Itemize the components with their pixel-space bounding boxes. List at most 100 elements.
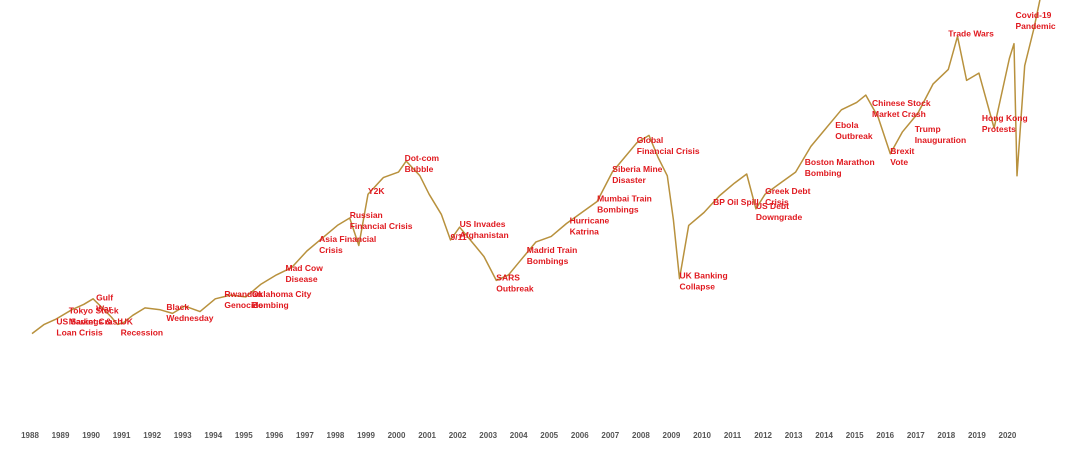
event-annotation: Boston Marathon Bombing (805, 157, 875, 178)
event-annotation-line: Mumbai Train (597, 194, 652, 204)
x-tick-label: 1995 (235, 431, 253, 440)
event-annotation-line: 9/11 (451, 232, 467, 242)
event-annotation: SARS Outbreak (496, 272, 534, 293)
event-annotation-line: Black (166, 302, 189, 312)
event-annotation-line: Boston Marathon (805, 157, 875, 167)
event-annotation: Siberia Mine Disaster (612, 164, 662, 185)
event-annotation-line: Bombings (597, 205, 639, 215)
event-annotation-line: US Invades (460, 219, 506, 229)
x-tick-label: 1988 (21, 431, 39, 440)
series-layer (31, 0, 1041, 335)
x-tick-label: 2008 (632, 431, 650, 440)
event-annotation-line: Brexit (890, 146, 914, 156)
event-annotation-line: Greek Debt (765, 186, 811, 196)
x-tick-label: 2018 (937, 431, 955, 440)
x-tick-label: 1990 (82, 431, 100, 440)
event-annotation: Covid-19 Pandemic (1016, 10, 1056, 31)
event-annotation-line: Vote (890, 157, 908, 167)
x-tick-label: 2016 (876, 431, 894, 440)
event-annotation-line: Loan Crisis (56, 327, 103, 337)
event-annotation-line: Downgrade (756, 212, 803, 222)
event-annotation-line: Crisis (765, 197, 789, 207)
event-annotation-line: Covid-19 (1016, 10, 1052, 20)
x-tick-label: 2011 (724, 431, 742, 440)
series-line-0 (31, 0, 1041, 335)
event-annotation: Rwandan Genocide (224, 289, 263, 310)
x-tick-label: 1993 (174, 431, 192, 440)
event-annotation-line: Mad Cow (286, 263, 324, 273)
event-annotation-line: Gulf (96, 293, 113, 303)
x-axis-ticks: 1988 1989 1990 1991 1992 1993 1994 1995 1996 1997… (21, 431, 1017, 440)
event-annotation-line: Disaster (612, 175, 646, 185)
event-annotation: Chinese Stock Market Crash (872, 98, 931, 119)
event-annotation-line: Outbreak (496, 283, 534, 293)
event-annotation-line: SARS (496, 272, 520, 282)
event-annotation-line: War (96, 304, 112, 314)
event-annotation: US Debt Downgrade (756, 201, 803, 222)
x-tick-label: 2004 (510, 431, 528, 440)
event-annotation: Hurricane Katrina (570, 216, 610, 237)
event-annotation: Dot-com Bubble (405, 153, 440, 174)
x-tick-label: 1992 (143, 431, 161, 440)
event-annotation-line: Siberia Mine (612, 164, 662, 174)
event-annotation-line: Dot-com (405, 153, 440, 163)
event-annotation-line: UK (121, 316, 134, 326)
event-annotation: Global Financial Crisis (637, 135, 700, 156)
event-annotation: Madrid Train Bombings (527, 245, 578, 266)
event-annotation-line: Trump (915, 124, 941, 134)
event-annotation-line: Chinese Stock (872, 98, 931, 108)
event-annotation: Hong Kong Protests (982, 113, 1028, 134)
event-annotation-line: Market Crash (872, 109, 926, 119)
event-annotation: Russian Financial Crisis (350, 210, 413, 231)
event-annotation-line: Financial Crisis (350, 221, 413, 231)
event-annotation-line: Disease (286, 274, 318, 284)
event-annotation: Trump Inauguration (915, 124, 966, 145)
x-tick-label: 1998 (327, 431, 345, 440)
event-annotation: Brexit Vote (890, 146, 914, 167)
event-annotation-line: Protests (982, 124, 1016, 134)
event-annotation-line: Russian (350, 210, 383, 220)
event-annotation-line: Katrina (570, 227, 600, 237)
event-annotation: Y2K (368, 186, 385, 196)
event-annotation: Greek Debt Crisis (765, 186, 811, 207)
event-annotation: UK Banking Collapse (680, 271, 728, 292)
x-tick-label: 1996 (266, 431, 284, 440)
x-tick-label: 1994 (204, 431, 222, 440)
x-tick-label: 2010 (693, 431, 711, 440)
event-annotation-line: Pandemic (1016, 21, 1056, 31)
event-annotation-line: BP Oil Spill (713, 197, 759, 207)
event-annotation: US Invades Afghanistan (460, 219, 509, 240)
x-tick-label: 2006 (571, 431, 589, 440)
event-annotation: UK Recession (121, 316, 164, 337)
event-annotation-line: Oklahoma City (252, 289, 312, 299)
x-tick-label: 2007 (601, 431, 619, 440)
x-tick-label: 2014 (815, 431, 833, 440)
x-tick-label: 2005 (540, 431, 558, 440)
event-annotation: Oklahoma City Bombing (252, 289, 312, 310)
event-annotation: 9/11 (451, 232, 467, 242)
event-annotation-line: Rwandan (224, 289, 262, 299)
event-annotation-line: Genocide (224, 300, 263, 310)
event-annotation-line: Bombings (527, 256, 569, 266)
event-annotation-line: Afghanistan (460, 230, 509, 240)
x-tick-label: 2017 (907, 431, 925, 440)
event-annotation-line: Asia Financial (319, 234, 376, 244)
event-annotation: Mad Cow Disease (286, 263, 324, 284)
event-annotation-line: Y2K (368, 186, 385, 196)
event-annotation-line: Bubble (405, 164, 434, 174)
event-annotation-line: Tokyo Stock (69, 305, 119, 315)
x-tick-label: 2001 (418, 431, 436, 440)
event-annotation: BP Oil Spill (713, 197, 759, 207)
x-tick-label: 1999 (357, 431, 375, 440)
x-tick-label: 2012 (754, 431, 772, 440)
event-annotation: Gulf War (96, 293, 113, 314)
event-annotation: Trade Wars (948, 28, 994, 38)
x-tick-label: 2002 (449, 431, 467, 440)
event-annotation-line: Bombing (252, 300, 289, 310)
x-tick-label: 1997 (296, 431, 314, 440)
x-tick-label: 2009 (663, 431, 681, 440)
event-annotation-line: Hurricane (570, 216, 610, 226)
event-annotation-line: Financial Crisis (637, 146, 700, 156)
event-annotation-line: Outbreak (835, 131, 873, 141)
